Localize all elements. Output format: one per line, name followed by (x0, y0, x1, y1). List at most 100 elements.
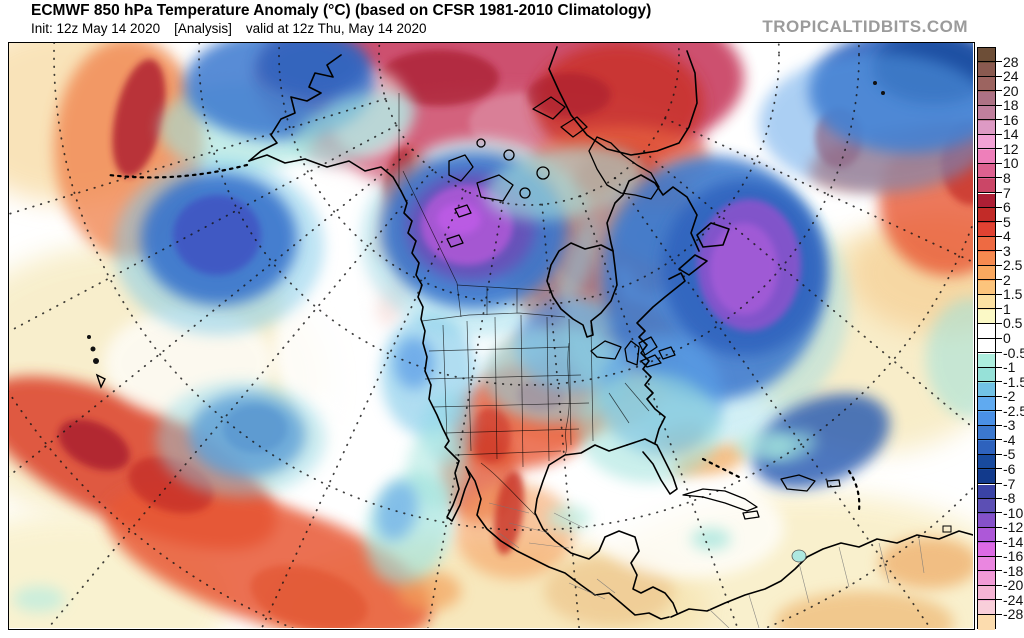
colorbar-label: 2 (1003, 271, 1011, 288)
colorbar-cell (978, 77, 995, 92)
baffin-island (588, 136, 660, 200)
anomaly-blob (250, 565, 368, 628)
anomaly-blob (112, 59, 166, 177)
colorbar-tick (977, 192, 1002, 193)
anomaly-blob (759, 53, 973, 193)
greenland (548, 46, 698, 156)
colorbar-label: -5 (1003, 446, 1016, 463)
colorbar-label: 10 (1003, 155, 1019, 172)
colorbar-label: -6 (1003, 460, 1016, 477)
colorbar-label: 6 (1003, 199, 1011, 216)
newfoundland (696, 222, 730, 248)
anomaly-blob (493, 471, 525, 555)
colorbar-tick (977, 177, 1002, 179)
cuba (682, 488, 758, 512)
colorbar-label: -16 (1003, 548, 1024, 565)
hudson-bay (546, 242, 618, 338)
colorbar-tick (977, 75, 1002, 77)
colorbar-cell (978, 571, 995, 587)
colorbar-label: -10 (1003, 504, 1024, 521)
colorbar-cell (978, 48, 995, 63)
colorbar-label: -0.5 (1003, 344, 1024, 361)
colorbar-tick (977, 410, 1002, 412)
colorbar-cell (978, 164, 995, 179)
run-mode: [Analysis] (174, 21, 232, 36)
colorbar-tick (977, 148, 1002, 150)
anomaly-blob (544, 556, 674, 626)
colorbar-tick (977, 483, 1002, 484)
map-title: ECMWF 850 hPa Temperature Anomaly (°C) (… (31, 2, 652, 19)
colorbar-cell (978, 469, 995, 485)
colorbar-label: 1.5 (1003, 286, 1023, 303)
colorbar-label: 18 (1003, 97, 1019, 114)
colorbar-cell (978, 542, 995, 558)
bahamas (701, 457, 745, 481)
lesser-antilles (847, 469, 861, 513)
colorbar-label: 16 (1003, 111, 1019, 128)
colorbar-cell (978, 528, 995, 543)
aleutian-islands (107, 163, 249, 179)
colorbar-tick (977, 424, 1002, 426)
anomaly-blob (594, 478, 784, 578)
coastlines (87, 46, 973, 620)
anomaly-blob (379, 50, 499, 106)
colorbar-tick (977, 104, 1002, 106)
colorbar-label: -1 (1003, 359, 1016, 376)
anomaly-blob (173, 195, 261, 275)
colorbar-cell (978, 266, 995, 281)
colorbar-label: -3 (1003, 417, 1016, 434)
graticule-parallel (378, 43, 680, 206)
florida (626, 438, 678, 495)
colorbar-tick (977, 453, 1002, 455)
colorbar-cell (978, 178, 995, 194)
anomaly-blob (58, 419, 130, 471)
anomaly-blob (292, 92, 416, 164)
colorbar-cell (978, 586, 995, 601)
colorbar-label: 28 (1003, 53, 1019, 70)
colorbar-cell (978, 62, 995, 78)
colorbar-label: -2.5 (1003, 402, 1024, 419)
colorbar-tick (977, 497, 1002, 499)
colorbar-tick (977, 337, 1002, 339)
colorbar-label: 14 (1003, 126, 1019, 143)
anomaly-blob (471, 407, 511, 463)
colorbar-cell (978, 440, 995, 456)
colorbar-label: -14 (1003, 533, 1024, 550)
colorbar-cell (978, 600, 995, 616)
map-subtitle: Init: 12z May 14 2020 [Analysis] valid at … (31, 21, 441, 36)
colorbar-tick (977, 221, 1002, 223)
colorbar-label: -28 (1003, 606, 1024, 623)
colorbar-tick (977, 322, 1002, 324)
anomaly-blob (710, 223, 778, 315)
map-canvas (9, 43, 973, 628)
lake-maracaibo (791, 549, 807, 563)
colorbar-cell (978, 382, 995, 398)
colorbar-cell (978, 426, 995, 441)
colorbar-cell (978, 120, 995, 136)
colorbar-label: -4 (1003, 431, 1016, 448)
colorbar-cell (978, 397, 995, 412)
colorbar-tick (977, 526, 1002, 528)
colorbar-cell (978, 339, 995, 354)
anomaly-blob (926, 298, 973, 418)
colorbar-tick (977, 555, 1002, 557)
colorbar-label: -7 (1003, 475, 1016, 492)
anomaly-blob (879, 537, 973, 589)
colorbar-cell (978, 368, 995, 383)
anomaly-blob (394, 337, 434, 389)
colorbar-tick (977, 366, 1002, 368)
colorbar-cell (978, 135, 995, 150)
colorbar-label: -20 (1003, 577, 1024, 594)
anomaly-blob (691, 528, 731, 550)
hispaniola (780, 474, 816, 492)
colorbar-label: 1 (1003, 300, 1011, 317)
colorbar-label: 12 (1003, 140, 1019, 157)
colorbar-tick (977, 264, 1002, 266)
colorbar-cell (978, 484, 995, 500)
watermark-link[interactable]: TROPICALTIDBITS.COM (762, 17, 968, 36)
anomaly-blob (484, 145, 644, 221)
valid-time: valid at 12z Thu, May 14 2020 (245, 21, 427, 36)
colorbar-label: 0.5 (1003, 315, 1023, 332)
colorbar-label: 4 (1003, 228, 1011, 245)
